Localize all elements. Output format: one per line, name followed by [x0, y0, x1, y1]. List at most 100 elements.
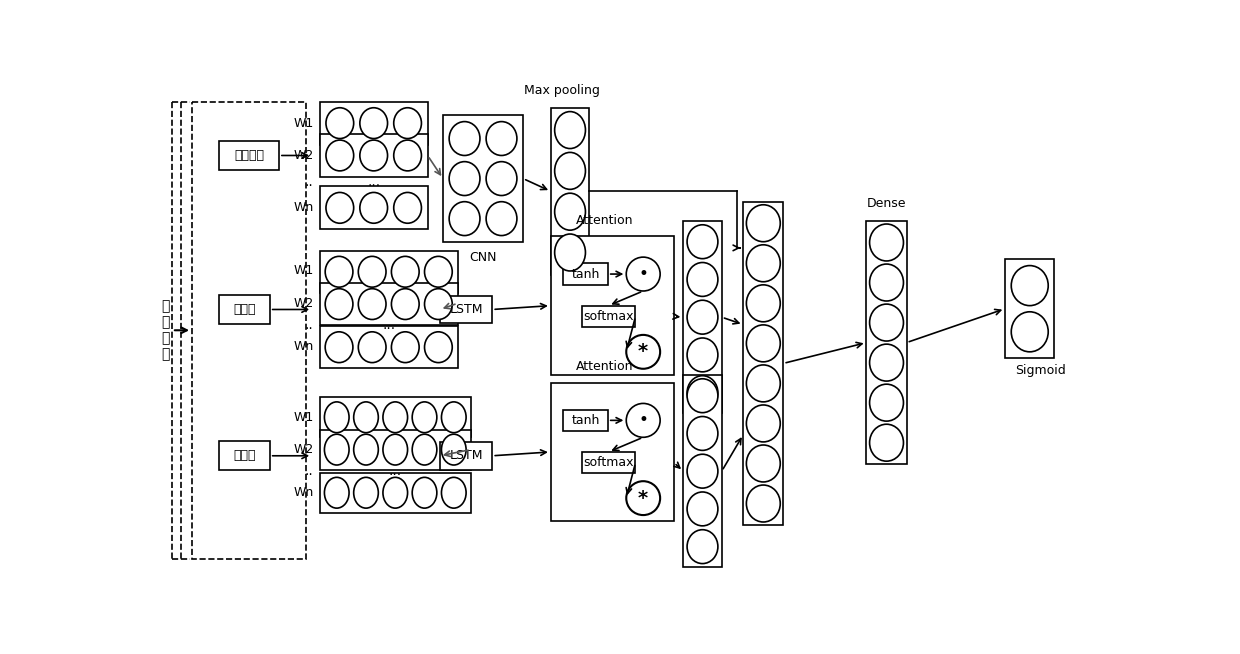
- Ellipse shape: [687, 375, 718, 409]
- Text: ..: ..: [305, 175, 314, 188]
- Ellipse shape: [746, 285, 780, 322]
- Ellipse shape: [746, 445, 780, 482]
- Ellipse shape: [360, 192, 388, 223]
- Ellipse shape: [554, 152, 585, 190]
- Ellipse shape: [746, 245, 780, 282]
- Ellipse shape: [554, 234, 585, 271]
- Bar: [551, 236, 675, 375]
- Ellipse shape: [412, 402, 436, 433]
- Ellipse shape: [326, 140, 353, 171]
- Ellipse shape: [326, 192, 353, 223]
- Ellipse shape: [746, 205, 780, 242]
- Text: Wn: Wn: [294, 201, 314, 215]
- Ellipse shape: [358, 288, 386, 320]
- Ellipse shape: [358, 332, 386, 362]
- Text: Dense: Dense: [867, 197, 906, 210]
- Text: ...: ...: [382, 318, 396, 332]
- Ellipse shape: [626, 257, 660, 291]
- Bar: [320, 251, 458, 292]
- Ellipse shape: [869, 224, 904, 261]
- Text: W1: W1: [294, 411, 314, 424]
- Ellipse shape: [424, 256, 453, 287]
- Bar: [320, 326, 458, 368]
- Ellipse shape: [1012, 312, 1048, 352]
- Bar: [563, 409, 608, 431]
- Text: tanh: tanh: [572, 267, 600, 281]
- Bar: [683, 221, 722, 413]
- Text: 个人史: 个人史: [233, 303, 255, 316]
- Bar: [192, 101, 306, 559]
- Ellipse shape: [869, 344, 904, 381]
- Bar: [320, 283, 458, 325]
- Text: LSTM: LSTM: [449, 303, 482, 316]
- Ellipse shape: [394, 108, 422, 139]
- Ellipse shape: [325, 288, 353, 320]
- Bar: [320, 134, 428, 177]
- Ellipse shape: [687, 417, 718, 451]
- Ellipse shape: [626, 404, 660, 438]
- Ellipse shape: [1012, 266, 1048, 305]
- Bar: [320, 101, 428, 145]
- Ellipse shape: [325, 434, 350, 465]
- Ellipse shape: [449, 162, 480, 196]
- Ellipse shape: [392, 256, 419, 287]
- Text: W2: W2: [294, 149, 314, 162]
- Ellipse shape: [392, 332, 419, 362]
- Bar: [440, 296, 492, 323]
- Ellipse shape: [392, 288, 419, 320]
- Bar: [219, 295, 270, 324]
- Ellipse shape: [486, 201, 517, 235]
- Text: W1: W1: [294, 116, 314, 129]
- Text: Wn: Wn: [294, 340, 314, 353]
- Text: ..: ..: [305, 318, 314, 332]
- Ellipse shape: [325, 256, 353, 287]
- Text: ..: ..: [305, 464, 314, 478]
- Ellipse shape: [869, 304, 904, 341]
- Bar: [1006, 260, 1054, 358]
- Bar: [551, 108, 589, 275]
- Ellipse shape: [326, 108, 353, 139]
- Ellipse shape: [449, 122, 480, 156]
- Bar: [320, 473, 471, 513]
- Text: Attention: Attention: [575, 214, 634, 227]
- Ellipse shape: [687, 530, 718, 564]
- Bar: [582, 305, 635, 327]
- Text: CNN: CNN: [469, 251, 497, 264]
- Bar: [219, 141, 279, 170]
- Ellipse shape: [441, 477, 466, 508]
- Ellipse shape: [360, 108, 388, 139]
- Text: Max pooling: Max pooling: [525, 84, 600, 97]
- Ellipse shape: [441, 402, 466, 433]
- Text: •: •: [639, 265, 649, 283]
- Ellipse shape: [554, 112, 585, 148]
- Bar: [743, 201, 784, 525]
- Bar: [867, 221, 906, 464]
- Ellipse shape: [353, 402, 378, 433]
- Ellipse shape: [486, 122, 517, 156]
- Ellipse shape: [383, 477, 408, 508]
- Text: 现病史: 现病史: [233, 449, 255, 462]
- Text: ...: ...: [367, 175, 381, 188]
- Bar: [551, 383, 675, 521]
- Bar: [683, 375, 722, 568]
- Text: *: *: [639, 342, 649, 361]
- Ellipse shape: [353, 434, 378, 465]
- Ellipse shape: [424, 332, 453, 362]
- Ellipse shape: [687, 338, 718, 372]
- Ellipse shape: [412, 434, 436, 465]
- Ellipse shape: [325, 402, 350, 433]
- Ellipse shape: [394, 192, 422, 223]
- Ellipse shape: [746, 365, 780, 402]
- Ellipse shape: [360, 140, 388, 171]
- Text: •: •: [639, 411, 649, 430]
- Ellipse shape: [687, 225, 718, 259]
- Ellipse shape: [325, 477, 350, 508]
- Bar: [563, 264, 608, 285]
- Text: 年龄性别: 年龄性别: [234, 149, 264, 162]
- Text: softmax: softmax: [583, 310, 634, 323]
- Bar: [320, 186, 428, 230]
- Ellipse shape: [869, 384, 904, 421]
- Bar: [443, 116, 523, 242]
- Ellipse shape: [486, 162, 517, 196]
- Text: ...: ...: [388, 464, 402, 478]
